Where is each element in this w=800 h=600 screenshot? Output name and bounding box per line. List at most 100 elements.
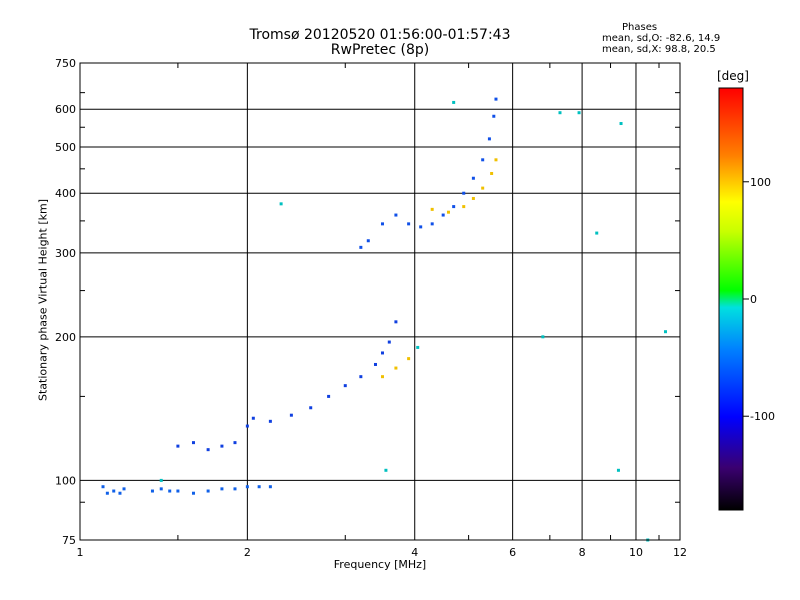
data-point (595, 231, 599, 235)
data-point (327, 394, 331, 398)
data-point (419, 225, 423, 229)
data-point (245, 424, 249, 428)
data-points (101, 97, 667, 542)
data-point (541, 335, 545, 339)
x-tick-label: 12 (673, 546, 687, 559)
data-point (150, 489, 154, 493)
data-point (380, 222, 384, 226)
data-point (384, 468, 388, 472)
data-point (257, 485, 261, 489)
data-point (159, 487, 163, 491)
y-tick-label: 200 (55, 331, 76, 344)
phase-stat-o: mean, sd,O: -82.6, 14.9 (602, 33, 721, 44)
data-point (220, 444, 224, 448)
x-tick-label: 10 (629, 546, 643, 559)
data-point (191, 491, 195, 495)
data-point (416, 345, 420, 349)
plot-frame (79, 62, 681, 541)
phases-title: Phases (622, 22, 658, 33)
data-point (492, 114, 496, 118)
data-point (494, 97, 498, 101)
data-point (441, 213, 445, 217)
data-point (233, 441, 237, 445)
data-point (279, 202, 283, 206)
data-point (268, 485, 272, 489)
colorbar-ticks: 100 0 -100 (743, 176, 775, 423)
x-axis-ticks: 1 2 4 6 8 10 12 (77, 63, 687, 559)
data-point (118, 491, 122, 495)
data-point (191, 441, 195, 445)
data-point (490, 171, 494, 175)
data-point (430, 222, 434, 226)
data-point (663, 330, 667, 334)
data-point (380, 351, 384, 355)
data-point (233, 487, 237, 491)
data-point (380, 375, 384, 379)
data-point (394, 320, 398, 324)
y-tick-label: 600 (55, 103, 76, 116)
data-point (471, 176, 475, 180)
x-tick-label: 4 (411, 546, 418, 559)
data-point (268, 419, 272, 423)
data-point (176, 489, 180, 493)
data-point (619, 122, 623, 126)
data-point (616, 468, 620, 472)
data-point (373, 362, 377, 366)
x-tick-label: 8 (579, 546, 586, 559)
data-point (452, 100, 456, 104)
colorbar-label: [deg] (717, 69, 749, 83)
chart-title: Tromsø 20120520 01:56:00-01:57:43 (249, 27, 511, 43)
data-point (168, 489, 172, 493)
colorbar-tick-label: -100 (750, 410, 775, 423)
colorbar (718, 87, 744, 511)
y-tick-label: 750 (55, 57, 76, 70)
data-point (407, 222, 411, 226)
data-point (407, 357, 411, 361)
data-point (481, 186, 485, 190)
data-point (112, 489, 116, 493)
y-tick-label: 100 (55, 474, 76, 487)
colorbar-tick-label: 100 (750, 176, 771, 189)
chart-subtitle: RwPretec (8p) (330, 42, 430, 58)
data-point (343, 384, 347, 388)
data-point (487, 137, 491, 141)
data-point (176, 444, 180, 448)
data-point (462, 205, 466, 209)
data-point (105, 491, 109, 495)
data-point (394, 213, 398, 217)
x-tick-label: 6 (509, 546, 516, 559)
data-point (309, 406, 313, 410)
data-point (430, 207, 434, 211)
data-point (159, 478, 163, 482)
data-point (251, 416, 255, 420)
x-axis-label: Frequency [MHz] (333, 558, 427, 571)
y-axis-ticks: 75 100 200 300 400 500 600 750 (55, 57, 680, 547)
data-point (446, 210, 450, 214)
y-tick-label: 75 (62, 534, 76, 547)
data-point (101, 485, 105, 489)
y-tick-label: 300 (55, 247, 76, 260)
x-tick-label: 2 (244, 546, 251, 559)
data-point (245, 485, 249, 489)
data-point (366, 239, 370, 243)
colorbar-tick-label: 0 (750, 293, 757, 306)
data-point (122, 487, 126, 491)
data-point (359, 245, 363, 249)
data-point (387, 340, 391, 344)
y-tick-label: 400 (55, 187, 76, 200)
y-tick-label: 500 (55, 141, 76, 154)
data-point (359, 375, 363, 379)
data-point (289, 413, 293, 417)
data-point (558, 111, 562, 115)
data-point (452, 205, 456, 209)
data-point (481, 158, 485, 162)
data-point (394, 366, 398, 370)
data-point (462, 191, 466, 195)
x-tick-label: 1 (77, 546, 84, 559)
data-point (220, 487, 224, 491)
phase-stat-x: mean, sd,X: 98.8, 20.5 (602, 44, 716, 55)
data-point (206, 448, 210, 452)
data-point (206, 489, 210, 493)
data-point (471, 196, 475, 200)
